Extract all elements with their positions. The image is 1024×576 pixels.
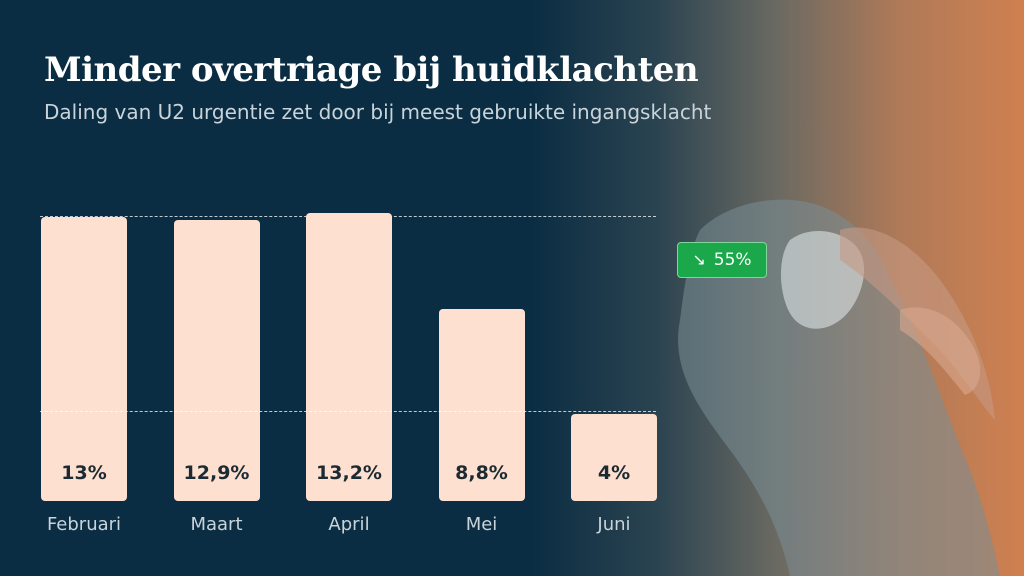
category-label-februari: Februari (46, 514, 122, 535)
bar-februari (41, 217, 127, 501)
category-label-mei: Mei (465, 514, 498, 535)
page-subtitle: Daling van U2 urgentie zet door bij mees… (44, 100, 712, 124)
category-label-juni: Juni (597, 514, 631, 535)
category-label-april: April (328, 514, 370, 535)
bar-maart (173, 219, 260, 501)
bar-value-maart: 12,9% (183, 462, 250, 484)
bar-value-april: 13,2% (316, 462, 382, 484)
bar-value-juni: 4% (597, 462, 631, 484)
category-label-maart: Maart (190, 514, 243, 535)
bar-mei (438, 309, 525, 501)
change-badge: ↘ 55% (677, 242, 767, 278)
bar-value-februari: 13% (61, 462, 107, 484)
guide-line-lower (40, 411, 656, 412)
bar-juni (571, 413, 657, 501)
page-title: Minder overtriage bij huidklachten (44, 50, 699, 90)
hand-photo (678, 199, 1000, 576)
bar-april (306, 213, 392, 501)
trend-down-icon: ↘ (692, 250, 706, 269)
bar-value-mei: 8,8% (455, 462, 508, 484)
badge-text: 55% (713, 250, 752, 270)
